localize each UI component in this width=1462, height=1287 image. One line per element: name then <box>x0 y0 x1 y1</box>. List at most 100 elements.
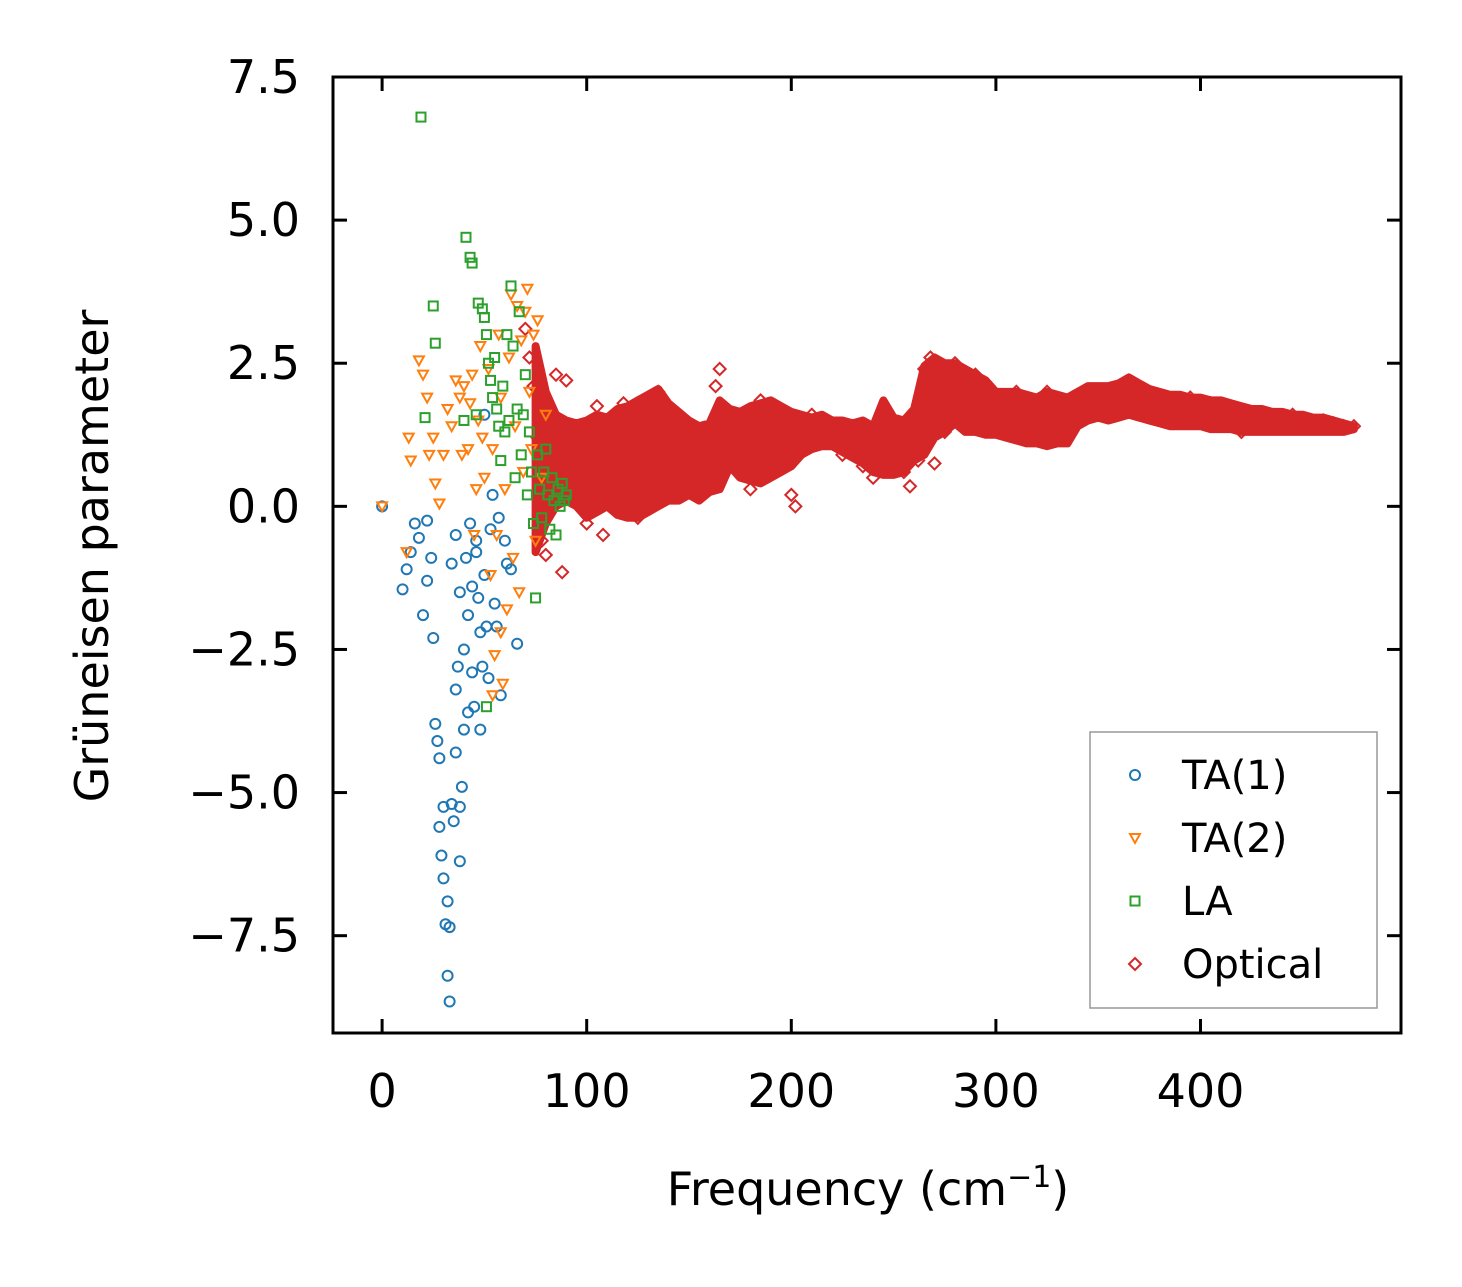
data-point <box>681 430 697 446</box>
data-point <box>923 350 938 365</box>
data-point <box>526 329 541 342</box>
data-point <box>437 872 450 885</box>
data-point <box>712 361 728 377</box>
x-tick-label: 200 <box>747 1064 835 1118</box>
data-point <box>546 472 558 484</box>
data-point <box>476 660 489 673</box>
data-point <box>998 407 1014 423</box>
data-point <box>432 498 447 511</box>
data-point <box>1203 395 1219 411</box>
data-point <box>451 660 464 673</box>
data-point <box>429 337 441 349</box>
data-point <box>485 444 500 457</box>
data-point <box>493 420 505 432</box>
data-point <box>708 378 724 394</box>
legend-marker <box>1129 769 1141 781</box>
data-point <box>474 626 487 639</box>
data-point <box>375 501 389 514</box>
data-point <box>466 257 478 269</box>
data-point <box>787 498 803 514</box>
data-point <box>433 752 446 765</box>
data-point <box>1039 384 1055 400</box>
data-point <box>865 470 881 486</box>
legend: TA(1) TA(2) LA Optical <box>1089 731 1378 1009</box>
data-point <box>515 449 527 461</box>
data-point <box>742 481 758 497</box>
data-point <box>463 398 477 411</box>
y-tick-label: 2.5 <box>227 336 300 390</box>
data-point <box>455 780 468 793</box>
data-point <box>511 637 524 650</box>
data-point <box>640 390 656 405</box>
data-point <box>433 820 446 833</box>
data-point <box>489 529 504 543</box>
series-ta-1- <box>376 408 524 1008</box>
data-point <box>630 510 646 526</box>
data-point <box>483 570 498 583</box>
data-point <box>508 421 522 434</box>
data-point <box>443 995 456 1008</box>
data-point <box>501 329 513 341</box>
data-point <box>445 557 458 570</box>
data-point <box>492 511 505 524</box>
data-point <box>1315 413 1331 428</box>
data-point <box>595 527 611 543</box>
data-point <box>753 393 769 408</box>
data-point <box>419 412 431 424</box>
legend-item-ta-1-: TA(1) <box>1129 753 1287 799</box>
legend-item-ta-2-: TA(2) <box>1128 816 1287 862</box>
y-tick-label: 0.0 <box>227 479 300 533</box>
data-point <box>1213 413 1229 428</box>
data-point <box>487 392 499 404</box>
data-point <box>794 413 809 428</box>
data-point <box>589 398 605 414</box>
data-point <box>896 464 912 480</box>
x-axis-title: Frequency (cm−1) <box>667 1160 1070 1216</box>
data-point <box>1233 424 1249 440</box>
data-point <box>1223 401 1239 417</box>
data-point <box>1244 407 1260 423</box>
data-point <box>1274 418 1290 434</box>
data-point <box>540 443 552 455</box>
data-point <box>732 413 748 428</box>
data-point <box>471 415 485 428</box>
data-point <box>498 534 511 547</box>
legend-items: TA(1) TA(2) LA Optical <box>1127 753 1323 988</box>
data-point <box>428 478 442 491</box>
data-point <box>494 627 508 640</box>
data-point <box>513 306 525 318</box>
data-point <box>1090 384 1106 400</box>
data-point <box>478 408 491 421</box>
data-point <box>504 289 518 302</box>
data-point <box>902 478 918 494</box>
data-point <box>521 489 533 501</box>
data-points-layer <box>375 111 1362 1008</box>
data-point <box>875 401 891 417</box>
data-point <box>462 706 475 719</box>
data-point <box>505 280 517 292</box>
data-point <box>421 574 434 587</box>
data-point <box>495 455 507 467</box>
data-point <box>482 357 494 369</box>
data-point <box>1008 384 1024 400</box>
data-point <box>532 449 544 461</box>
data-point <box>968 367 983 383</box>
data-point <box>1346 418 1362 434</box>
data-point <box>469 484 483 497</box>
data-point <box>554 564 570 580</box>
data-point <box>465 369 479 382</box>
data-point <box>441 969 454 982</box>
x-tick-label: 300 <box>952 1064 1040 1118</box>
data-point <box>544 523 556 535</box>
data-point <box>1049 424 1065 440</box>
data-point <box>804 407 820 423</box>
data-point <box>449 375 463 388</box>
data-point <box>453 855 466 868</box>
data-point <box>486 488 499 501</box>
plot-frame <box>331 75 1403 1035</box>
data-point <box>957 390 973 405</box>
data-point <box>536 512 548 524</box>
data-point <box>548 367 564 383</box>
data-point <box>455 449 469 462</box>
data-point <box>517 409 529 421</box>
